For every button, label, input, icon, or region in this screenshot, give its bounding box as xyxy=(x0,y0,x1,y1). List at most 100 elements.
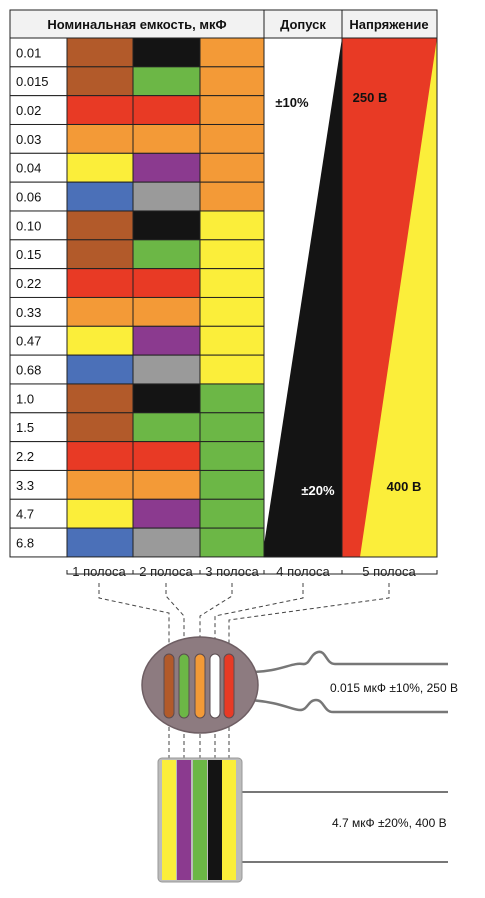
color-band-cell-2 xyxy=(132,527,201,558)
color-band-cell-1 xyxy=(66,268,134,298)
table-header: Номинальная емкость, мкФ Допуск Напряжен… xyxy=(9,9,438,39)
capacitance-value: 0.47 xyxy=(16,334,41,349)
color-band-cell-1 xyxy=(66,95,134,125)
capacitance-value-cell xyxy=(9,181,68,212)
stripe-label-5: 5 полоса xyxy=(341,564,438,579)
color-band-cell-2 xyxy=(132,95,201,125)
color-band-cell-2 xyxy=(132,268,201,298)
table-row: 0.33 xyxy=(9,296,265,327)
color-band-cell-1 xyxy=(66,354,134,385)
color-band-cell-1 xyxy=(66,66,134,97)
color-band-cell-3 xyxy=(199,123,265,154)
color-band-cell-1 xyxy=(66,498,134,529)
table-row: 0.04 xyxy=(9,152,265,183)
tube-band-1 xyxy=(162,760,176,880)
color-band-cell-1 xyxy=(66,412,134,443)
table-row: 0.02 xyxy=(9,95,265,125)
color-band-cell-3 xyxy=(199,412,265,443)
color-band-cell-1 xyxy=(66,123,134,154)
capacitance-value: 0.10 xyxy=(16,218,41,233)
voltage-frame xyxy=(341,37,438,558)
capacitance-value-cell xyxy=(9,152,68,183)
color-band-cell-2 xyxy=(132,441,201,471)
capacitance-value: 3.3 xyxy=(16,478,34,493)
tube-band-5 xyxy=(222,760,236,880)
stripe-label-4-text: 4 полоса xyxy=(276,564,330,579)
capacitance-value-cell xyxy=(9,441,68,471)
table-row: 0.68 xyxy=(9,354,265,385)
color-band-cell-1 xyxy=(66,296,134,327)
stripe-label-3: 3 полоса xyxy=(199,564,265,579)
color-band-cell-3 xyxy=(199,527,265,558)
header-voltage-label: Напряжение xyxy=(349,17,428,32)
color-band-cell-2 xyxy=(132,296,201,327)
color-band-cell-2 xyxy=(132,37,201,68)
voltage-lower-label: 400 В xyxy=(387,479,422,494)
color-band-cell-1 xyxy=(66,152,134,183)
color-band-cell-2 xyxy=(132,152,201,183)
color-band-cell-1 xyxy=(66,383,134,414)
color-band-cell-3 xyxy=(199,37,265,68)
capacitance-value: 0.68 xyxy=(16,363,41,378)
disc-band-3 xyxy=(194,653,206,719)
table-row: 6.8 xyxy=(9,527,265,558)
table-row: 3.3 xyxy=(9,469,265,500)
tubular-capacitor: 4.7 мкФ ±20%, 400 В xyxy=(157,757,448,883)
voltage-upper-label: 250 В xyxy=(353,90,388,105)
color-band-cell-3 xyxy=(199,325,265,356)
color-band-cell-2 xyxy=(132,469,201,500)
color-band-cell-3 xyxy=(199,181,265,212)
color-band-cell-3 xyxy=(199,95,265,125)
stripe-label-3-text: 3 полоса xyxy=(205,564,259,579)
table-row: 1.5 xyxy=(9,412,265,443)
color-band-cell-3 xyxy=(199,469,265,500)
table-row: 1.0 xyxy=(9,383,265,414)
capacitance-value: 0.015 xyxy=(16,74,49,89)
color-band-cell-3 xyxy=(199,441,265,471)
color-band-cell-2 xyxy=(132,498,201,529)
capacitance-value: 1.5 xyxy=(16,420,34,435)
tolerance-upper-label: ±10% xyxy=(275,95,309,110)
color-band-cell-3 xyxy=(199,498,265,529)
stripe-label-5-text: 5 полоса xyxy=(362,564,416,579)
tube-band-3 xyxy=(193,760,207,880)
color-band-cell-3 xyxy=(199,383,265,414)
capacitance-value-cell xyxy=(9,268,68,298)
capacitance-value-cell xyxy=(9,527,68,558)
capacitance-value-cell xyxy=(9,469,68,500)
color-band-cell-1 xyxy=(66,325,134,356)
capacitance-value-cell xyxy=(9,412,68,443)
tube-example-caption: 4.7 мкФ ±20%, 400 В xyxy=(332,816,447,830)
disc-lead-lower xyxy=(249,698,448,714)
capacitance-table-rows: 0.01 0.015 0.02 0.03 0.04 0.06 0.10 0.15 0.22 0.3… xyxy=(9,37,265,558)
capacitance-value: 1.0 xyxy=(16,391,34,406)
tube-band-4 xyxy=(208,760,222,880)
table-row: 2.2 xyxy=(9,441,265,471)
table-row: 0.10 xyxy=(9,210,265,241)
header-cell-voltage xyxy=(341,9,438,39)
table-row: 0.22 xyxy=(9,268,265,298)
header-tolerance-label: Допуск xyxy=(280,17,326,32)
table-row: 4.7 xyxy=(9,498,265,529)
capacitance-value-cell xyxy=(9,210,68,241)
color-band-cell-3 xyxy=(199,268,265,298)
disc-bands xyxy=(163,653,235,719)
stripe-bracket-5 xyxy=(341,570,438,575)
leader-line-1 xyxy=(98,583,170,650)
capacitance-value: 0.01 xyxy=(16,45,41,60)
capacitance-value-cell xyxy=(9,354,68,385)
disc-band-5 xyxy=(223,653,235,719)
table-row: 0.01 xyxy=(9,37,265,68)
tube-bands xyxy=(162,760,236,880)
tolerance-wedge-20pct xyxy=(264,38,342,557)
color-band-cell-2 xyxy=(132,383,201,414)
color-band-cell-1 xyxy=(66,210,134,241)
color-band-cell-2 xyxy=(132,181,201,212)
table-row: 0.15 xyxy=(9,239,265,270)
header-capacitance-label: Номинальная емкость, мкФ xyxy=(47,17,226,32)
stripe-label-1-text: 1 полоса xyxy=(72,564,126,579)
leader-line-5 xyxy=(228,583,390,650)
color-band-cell-1 xyxy=(66,441,134,471)
disc-capacitor: 0.015 мкФ ±10%, 250 В xyxy=(141,636,458,734)
